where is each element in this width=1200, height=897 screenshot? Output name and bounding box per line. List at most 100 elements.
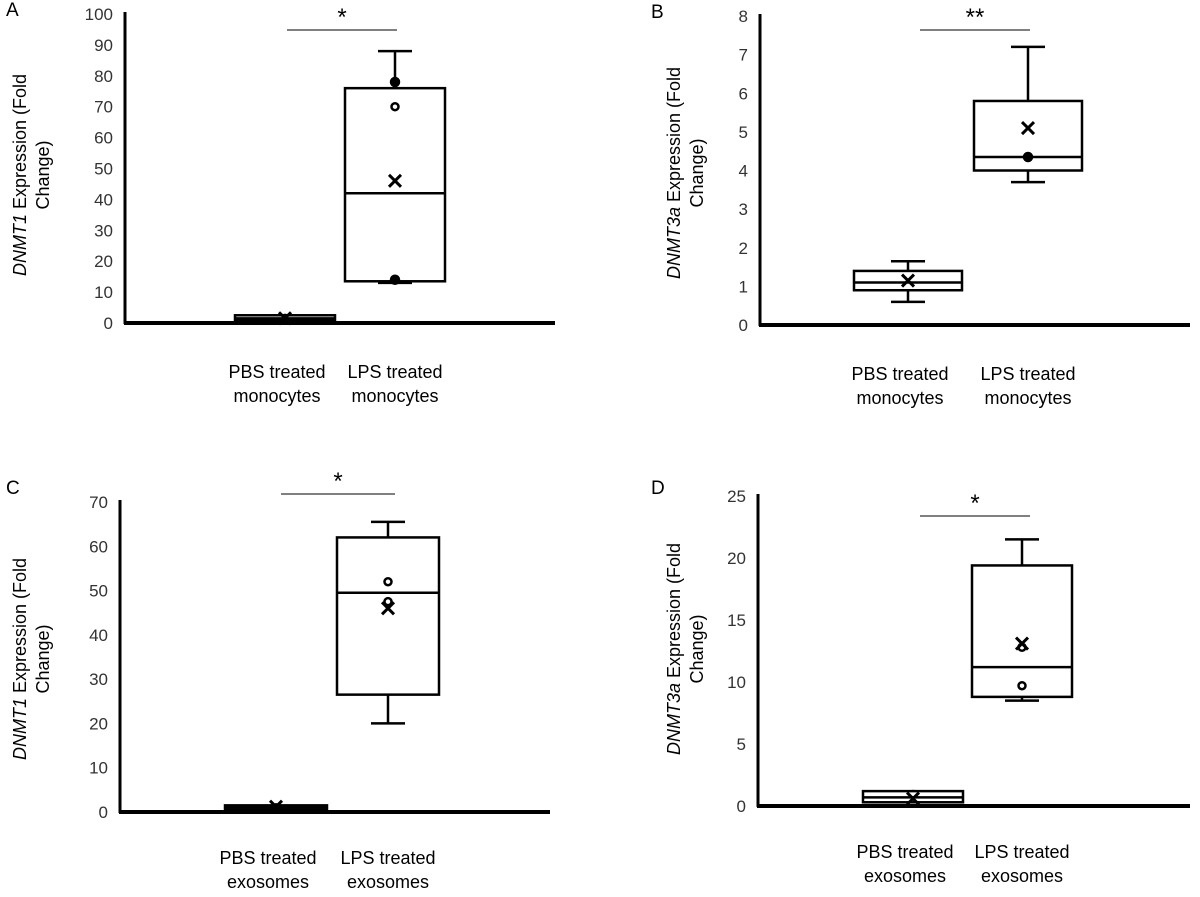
mean-marker: [1014, 636, 1030, 651]
y-tick-label: 4: [739, 162, 748, 181]
mean-marker: [380, 601, 396, 616]
box-lps: [970, 538, 1074, 702]
x-category-label-line: PBS treated: [856, 842, 954, 862]
y-tick-label: 60: [89, 537, 108, 556]
y-tick-label: 20: [89, 714, 108, 733]
y-tick-label: 90: [94, 36, 113, 55]
y-axis-label-gene: DNMT3a: [664, 207, 684, 280]
x-category-label-line: exosomes: [863, 866, 947, 886]
y-axis-label-text: Expression (Fold Change): [664, 66, 707, 208]
mean-marker: [387, 173, 403, 188]
y-tick-label: 30: [94, 221, 113, 240]
y-tick-label: 70: [89, 493, 108, 512]
y-tick-label: 10: [94, 283, 113, 302]
mean-marker: [1020, 120, 1036, 136]
y-axis-label-text: Expression (Fold Change): [664, 542, 707, 684]
x-category-label-line: monocytes: [856, 388, 944, 408]
y-tick-label: 60: [94, 129, 113, 148]
box-pbs: [223, 799, 329, 814]
box-pbs: [233, 311, 337, 326]
y-tick-label: 10: [89, 759, 108, 778]
x-category-label-line: exosomes: [346, 872, 430, 892]
y-tick-label: 30: [89, 670, 108, 689]
x-category-label-line: LPS treated: [974, 842, 1070, 862]
y-tick-label: 20: [94, 252, 113, 271]
chart-panel-b: 0 1 2 3 4 5 6 7 8 **: [0, 0, 1200, 440]
y-tick-label: 15: [727, 611, 746, 630]
box-lps: [343, 49, 447, 285]
box-iqr: [343, 86, 447, 283]
y-tick-label: 5: [739, 123, 748, 142]
y-tick-label: 6: [739, 84, 748, 103]
x-category-label-line: PBS treated: [219, 848, 317, 868]
data-point-open: [383, 596, 393, 607]
x-category-label: LPS treated exosomes: [340, 846, 435, 894]
y-tick-label: 0: [739, 316, 748, 335]
y-tick-label: 25: [727, 487, 746, 506]
x-category-label: PBS treated exosomes: [856, 840, 953, 888]
x-category-label-line: exosomes: [980, 866, 1064, 886]
x-category-label-line: PBS treated: [228, 362, 326, 382]
data-point-filled: [1022, 151, 1034, 163]
panel-letter: A: [6, 0, 19, 21]
y-tick-label: 0: [104, 314, 113, 333]
panel-letter: D: [651, 478, 665, 499]
x-category-label-line: exosomes: [226, 872, 310, 892]
y-axis-label-text: Expression (Fold Change): [10, 557, 53, 699]
box-iqr: [970, 564, 1074, 699]
box-lps: [972, 45, 1084, 184]
chart-panel-a: 0 10 20 30 40 50 60 70 80 90 100 *: [0, 0, 600, 440]
y-tick-label: 2: [739, 239, 748, 258]
y-tick-label: 40: [89, 626, 108, 645]
box-iqr: [335, 536, 441, 696]
y-tick-label: 0: [737, 797, 746, 816]
data-point-open: [1017, 680, 1027, 691]
y-tick-label: 7: [739, 46, 748, 65]
x-category-label-line: monocytes: [351, 386, 439, 406]
box-pbs: [861, 789, 965, 806]
significance-label: **: [966, 4, 985, 31]
significance-label: *: [337, 4, 346, 31]
x-category-label: PBS treated exosomes: [219, 846, 316, 894]
y-axis-label-gene: DNMT1: [10, 214, 30, 277]
data-point-open: [390, 101, 400, 112]
y-tick-label: 0: [99, 803, 108, 822]
y-tick-label: 100: [85, 5, 113, 24]
significance-label: *: [333, 468, 342, 495]
y-axis-label-gene: DNMT3a: [664, 683, 684, 756]
x-category-label: LPS treated monocytes: [980, 362, 1075, 410]
y-tick-label: 70: [94, 98, 113, 117]
chart-panel-c: 0 10 20 30 40 50 60 70 *: [89, 468, 550, 822]
x-category-label-line: monocytes: [984, 388, 1072, 408]
panel-letter: B: [651, 2, 664, 23]
y-axis-label-text: Expression (Fold Change): [10, 73, 53, 215]
mean-marker: [268, 799, 284, 814]
x-category-label-line: LPS treated: [340, 848, 436, 868]
data-point-filled: [389, 76, 401, 88]
y-tick-label: 50: [89, 582, 108, 601]
x-category-label: LPS treated monocytes: [347, 360, 442, 408]
data-point-filled: [389, 274, 401, 285]
mean-marker: [905, 791, 921, 806]
x-category-label-line: LPS treated: [347, 362, 443, 382]
y-tick-label: 80: [94, 67, 113, 86]
mean-marker: [900, 273, 916, 288]
y-axis-label-gene: DNMT1: [10, 698, 30, 761]
x-category-label-line: LPS treated: [980, 364, 1076, 384]
x-category-label-line: PBS treated: [851, 364, 949, 384]
y-tick-label: 40: [94, 190, 113, 209]
y-tick-label: 5: [737, 735, 746, 754]
y-tick-label: 20: [727, 549, 746, 568]
y-tick-label: 1: [739, 277, 748, 296]
mean-marker: [277, 311, 293, 326]
box-pbs: [852, 260, 964, 304]
x-category-label: PBS treated monocytes: [851, 362, 948, 410]
y-tick-label: 8: [739, 7, 748, 26]
y-tick-label: 10: [727, 673, 746, 692]
x-category-label: LPS treated exosomes: [974, 840, 1069, 888]
